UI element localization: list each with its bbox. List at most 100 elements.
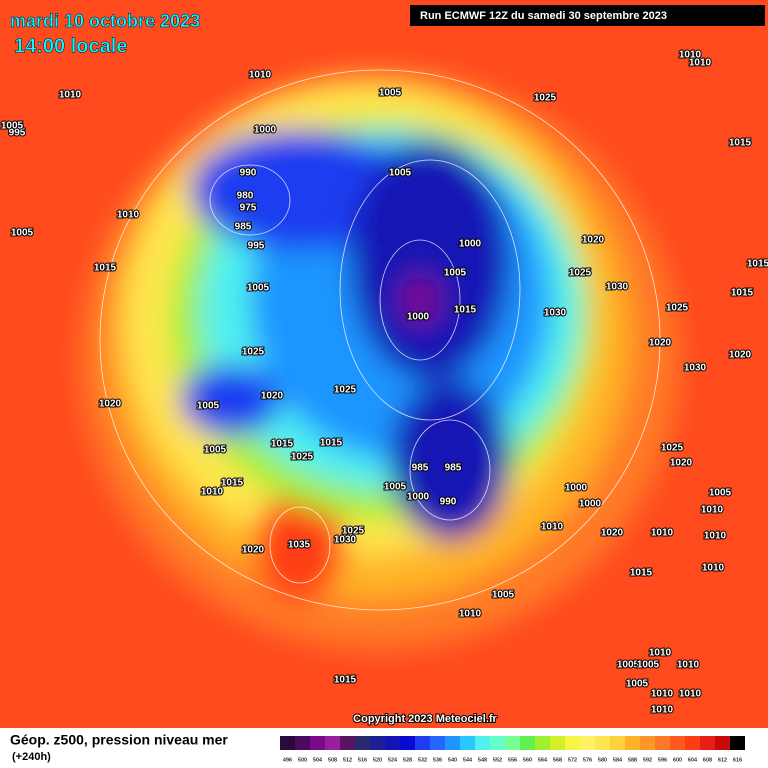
- legend-label: 532: [418, 757, 427, 763]
- legend-label: 512: [343, 757, 352, 763]
- legend-label: 524: [388, 757, 398, 763]
- isobar-label: 1015: [94, 263, 117, 274]
- isobar-label: 1005: [197, 401, 220, 412]
- isobar-label: 980: [237, 191, 254, 202]
- isobar-label: 1010: [679, 50, 702, 61]
- legend-swatch: [580, 736, 595, 750]
- isobar-label: 1010: [201, 487, 224, 498]
- isobar-label: 1005: [384, 482, 407, 493]
- legend-label: 536: [433, 757, 442, 763]
- legend-swatch: [445, 736, 460, 750]
- legend-swatch: [475, 736, 490, 750]
- isobar-label: 1020: [99, 399, 122, 410]
- isobar-label: 1005: [1, 121, 24, 132]
- isobar-label: 1030: [334, 535, 357, 546]
- isobar-label: 1020: [601, 528, 624, 539]
- isobar-label: 1020: [242, 545, 265, 556]
- isobar-label: 1015: [221, 478, 244, 489]
- isobar-label: 1015: [454, 305, 477, 316]
- isobar-label: 1005: [11, 228, 34, 239]
- isobar-label: 1025: [661, 443, 684, 454]
- legend-swatch: [685, 736, 700, 750]
- legend-label: 556: [508, 757, 517, 763]
- legend-label: 544: [463, 757, 473, 763]
- legend-label: 608: [703, 757, 712, 763]
- isobar-label: 1000: [407, 492, 430, 503]
- isobar-label: 1010: [701, 505, 724, 516]
- isobar-label: 995: [248, 241, 265, 252]
- legend-label: 516: [358, 757, 367, 763]
- isobar-label: 1015: [630, 568, 653, 579]
- legend-swatch: [700, 736, 715, 750]
- isobar-label: 1015: [334, 675, 357, 686]
- legend-swatch: [280, 736, 295, 750]
- isobar-label: 1005: [204, 445, 227, 456]
- isobar-label: 1010: [651, 705, 674, 716]
- isobar-label: 1010: [677, 660, 700, 671]
- legend-swatch: [655, 736, 670, 750]
- isobar-label: 975: [240, 203, 257, 214]
- legend-swatch: [610, 736, 625, 750]
- legend-swatch: [385, 736, 400, 750]
- legend-swatch: [430, 736, 445, 750]
- legend-swatch: [355, 736, 370, 750]
- field: [0, 0, 768, 728]
- isobar-label: 1005: [617, 660, 640, 671]
- legend-label: 572: [568, 757, 577, 763]
- isobar-label: 1000: [254, 125, 277, 136]
- legend-label: 600: [673, 757, 682, 763]
- legend-label: 576: [583, 757, 592, 763]
- isobar-label: 1010: [649, 648, 672, 659]
- legend-swatch: [505, 736, 520, 750]
- legend-swatch: [310, 736, 325, 750]
- footer-title: Géop. z500, pression niveau mer: [10, 732, 228, 748]
- legend-swatch: [340, 736, 355, 750]
- isobar-label: 1000: [459, 239, 482, 250]
- isobar-label: 1005: [709, 488, 732, 499]
- legend-swatch: [490, 736, 505, 750]
- legend-label: 616: [733, 757, 742, 763]
- legend-swatch: [715, 736, 730, 750]
- run: Run ECMWF 12Z du samedi 30 septembre 202…: [420, 10, 667, 22]
- legend-label: 528: [403, 757, 412, 763]
- legend-swatch: [730, 736, 745, 750]
- isobar-label: 1025: [242, 347, 265, 358]
- isobar-label: 1015: [320, 438, 343, 449]
- isobar-label: 1030: [606, 282, 629, 293]
- legend-label: 500: [298, 757, 307, 763]
- legend-label: 596: [658, 757, 667, 763]
- copyright: Copyright 2023 Meteociel.fr: [353, 713, 497, 725]
- isobar-label: 1005: [389, 168, 412, 179]
- legend-label: 612: [718, 757, 727, 763]
- legend-swatch: [640, 736, 655, 750]
- legend-swatch: [520, 736, 535, 750]
- isobar-label: 1005: [626, 679, 649, 690]
- isobar-label: 1020: [582, 235, 605, 246]
- legend-label: 504: [313, 757, 323, 763]
- legend-swatch: [565, 736, 580, 750]
- date: mardi 10 octobre 2023: [10, 11, 200, 31]
- legend-label: 564: [538, 757, 548, 763]
- legend-label: 552: [493, 757, 502, 763]
- legend-label: 568: [553, 757, 562, 763]
- isobar-label: 1005: [379, 88, 402, 99]
- isobar-label: 1010: [651, 689, 674, 700]
- isobar-label: 1025: [534, 93, 557, 104]
- legend-swatch: [295, 736, 310, 750]
- legend-label: 496: [283, 757, 292, 763]
- isobar-label: 1030: [684, 363, 707, 374]
- legend-label: 588: [628, 757, 637, 763]
- legend-label: 560: [523, 757, 532, 763]
- legend-swatch: [415, 736, 430, 750]
- legend-label: 604: [688, 757, 698, 763]
- legend-swatch: [325, 736, 340, 750]
- isobar-label: 1010: [541, 522, 564, 533]
- isobar-label: 1010: [651, 528, 674, 539]
- legend-label: 584: [613, 757, 623, 763]
- isobar-label: 990: [240, 168, 257, 179]
- legend-swatch: [625, 736, 640, 750]
- legend-swatch: [595, 736, 610, 750]
- run-bar: [410, 5, 765, 26]
- isobar-label: 1005: [247, 283, 270, 294]
- legend-swatch: [460, 736, 475, 750]
